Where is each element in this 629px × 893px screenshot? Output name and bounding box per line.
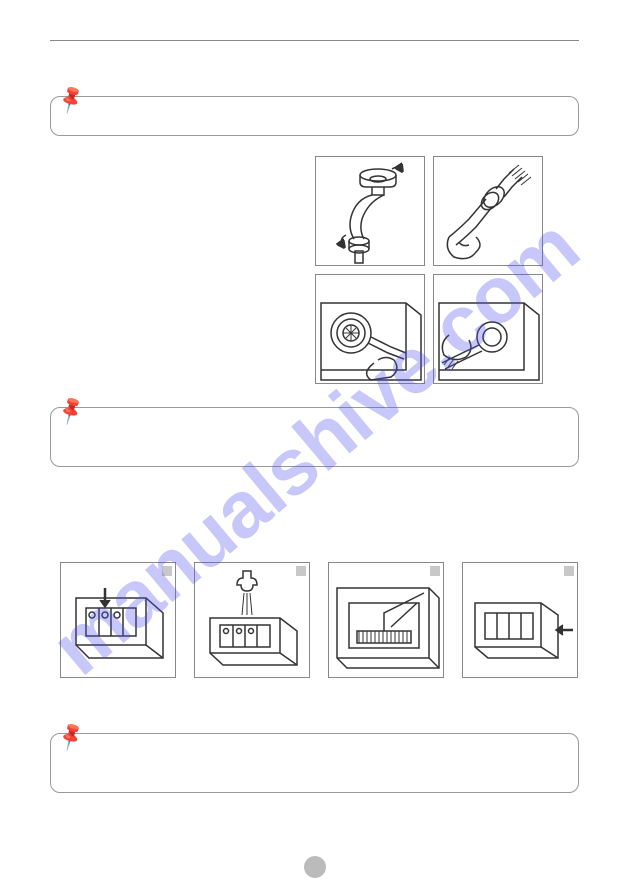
page-number-circle bbox=[304, 856, 326, 878]
step-tag bbox=[564, 566, 574, 576]
top-divider bbox=[50, 40, 579, 41]
step-tag bbox=[430, 566, 440, 576]
figure-inlet-brush-1 bbox=[315, 274, 425, 384]
figure-row-drawer bbox=[60, 562, 579, 678]
note-box-3: 📌 bbox=[50, 733, 579, 793]
step-tag bbox=[162, 566, 172, 576]
figure-drawer-rinse bbox=[194, 562, 310, 678]
figure-drawer-remove bbox=[60, 562, 176, 678]
figure-row-hose-2 bbox=[315, 274, 579, 384]
step-tag bbox=[296, 566, 306, 576]
figure-recess-brush bbox=[328, 562, 444, 678]
note-box-1: 📌 bbox=[50, 96, 579, 136]
page-content: 📌 bbox=[0, 0, 629, 853]
figure-row-hose-1 bbox=[315, 156, 579, 266]
note-box-2: 📌 bbox=[50, 407, 579, 467]
figure-faucet-disconnect bbox=[315, 156, 425, 266]
figure-hose-filter-brush bbox=[433, 156, 543, 266]
figure-drawer-insert bbox=[462, 562, 578, 678]
figure-inlet-brush-2 bbox=[433, 274, 543, 384]
